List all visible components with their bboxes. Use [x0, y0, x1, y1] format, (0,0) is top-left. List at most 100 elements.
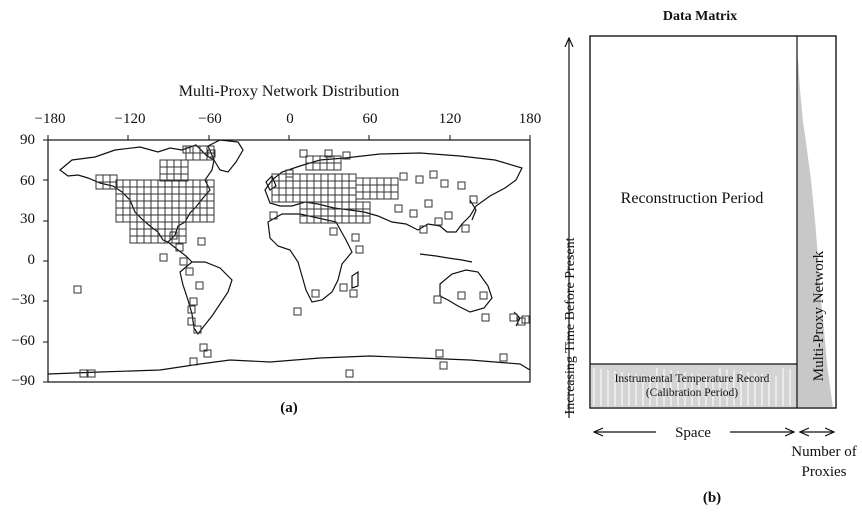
x-tick-label: 0 — [286, 111, 294, 127]
x-tick-label: 60 — [363, 111, 378, 127]
proxy-marker — [129, 221, 138, 230]
proxy-marker — [390, 177, 399, 186]
proxy-marker — [394, 204, 403, 213]
map-tick-marks — [43, 135, 531, 383]
proxy-marker — [434, 217, 443, 226]
coast-africa — [267, 213, 353, 303]
proxy-marker — [376, 184, 385, 193]
proxy-marker — [341, 201, 350, 210]
proxy-marker — [173, 166, 182, 175]
proxy-marker — [143, 179, 152, 188]
coast-british-isles — [265, 174, 277, 191]
proxy-marker — [348, 173, 357, 182]
proxy-marker — [461, 224, 470, 233]
proxy-marker — [157, 207, 166, 216]
proxy-marker — [348, 201, 357, 210]
proxy-marker — [278, 180, 287, 189]
proxy-marker — [173, 159, 182, 168]
proxy-marker — [192, 152, 201, 161]
proxy-marker — [136, 193, 145, 202]
proxy-locations — [73, 145, 530, 378]
proxy-marker — [313, 173, 322, 182]
proxy-marker — [199, 186, 208, 195]
proxy-marker — [129, 193, 138, 202]
proxy-marker — [435, 349, 444, 358]
proxy-marker — [157, 221, 166, 230]
proxy-marker — [341, 194, 350, 203]
proxy-marker — [341, 180, 350, 189]
proxy-marker — [383, 184, 392, 193]
instrumental-label: Instrumental Temperature Record — [615, 373, 770, 385]
proxy-marker — [327, 173, 336, 182]
y-tick-label: −30 — [12, 292, 35, 308]
proxy-marker — [362, 201, 371, 210]
proxy-marker — [334, 173, 343, 182]
proxy-marker — [187, 305, 196, 314]
proxy-marker — [136, 214, 145, 223]
proxy-marker — [109, 181, 118, 190]
time-axis-label: Increasing Time Before Present — [563, 237, 578, 414]
proxy-marker — [433, 295, 442, 304]
proxy-marker — [122, 186, 131, 195]
proxy-marker — [192, 214, 201, 223]
proxy-marker — [129, 179, 138, 188]
proxy-marker — [206, 200, 215, 209]
proxy-marker — [481, 313, 490, 322]
proxy-marker — [79, 369, 88, 378]
proxy-marker — [159, 253, 168, 262]
proxy-marker — [320, 208, 329, 217]
proxy-marker — [345, 369, 354, 378]
proxy-marker — [285, 180, 294, 189]
proxy-marker — [122, 200, 131, 209]
proxy-marker — [327, 208, 336, 217]
panel-a: Multi-Proxy Network Distribution −180 −1… — [12, 83, 542, 416]
panel-a-label: (a) — [280, 400, 298, 416]
proxy-marker — [150, 235, 159, 244]
proxy-marker — [180, 173, 189, 182]
proxy-marker — [171, 193, 180, 202]
proxy-marker — [171, 200, 180, 209]
proxy-marker — [195, 281, 204, 290]
proxy-marker — [166, 166, 175, 175]
proxy-marker — [311, 289, 320, 298]
proxy-marker — [136, 228, 145, 237]
proxy-marker — [169, 231, 178, 240]
panel-b-label: (b) — [703, 490, 721, 506]
proxy-marker — [285, 187, 294, 196]
proxy-marker — [164, 186, 173, 195]
proxy-marker — [182, 145, 191, 154]
proxy-marker — [157, 186, 166, 195]
proxy-marker — [206, 193, 215, 202]
proxy-marker — [383, 191, 392, 200]
proxy-marker — [102, 174, 111, 183]
proxy-marker — [362, 184, 371, 193]
x-tick-label: −180 — [35, 111, 66, 127]
proxy-marker — [324, 149, 333, 158]
proxy-marker — [299, 173, 308, 182]
proxy-marker — [178, 200, 187, 209]
proxy-marker — [150, 200, 159, 209]
proxy-marker — [348, 187, 357, 196]
proxy-marker — [469, 195, 478, 204]
proxy-marker — [150, 179, 159, 188]
proxy-marker — [334, 194, 343, 203]
proxy-marker — [164, 214, 173, 223]
proxy-marker — [193, 325, 202, 334]
proxy-marker — [440, 179, 449, 188]
matrix-frame — [589, 35, 837, 409]
proxy-marker — [122, 214, 131, 223]
proxy-marker — [199, 152, 208, 161]
proxy-marker — [355, 177, 364, 186]
proxy-marker — [299, 187, 308, 196]
proxy-marker — [313, 208, 322, 217]
proxy-marker — [143, 214, 152, 223]
x-tick-label: −60 — [198, 111, 221, 127]
proxy-marker — [199, 214, 208, 223]
proxy-marker — [122, 179, 131, 188]
proxy-marker — [278, 187, 287, 196]
proxy-marker — [327, 187, 336, 196]
proxy-marker — [306, 180, 315, 189]
proxy-marker — [292, 194, 301, 203]
proxy-marker — [178, 228, 187, 237]
reconstruction-label: Reconstruction Period — [621, 190, 764, 207]
